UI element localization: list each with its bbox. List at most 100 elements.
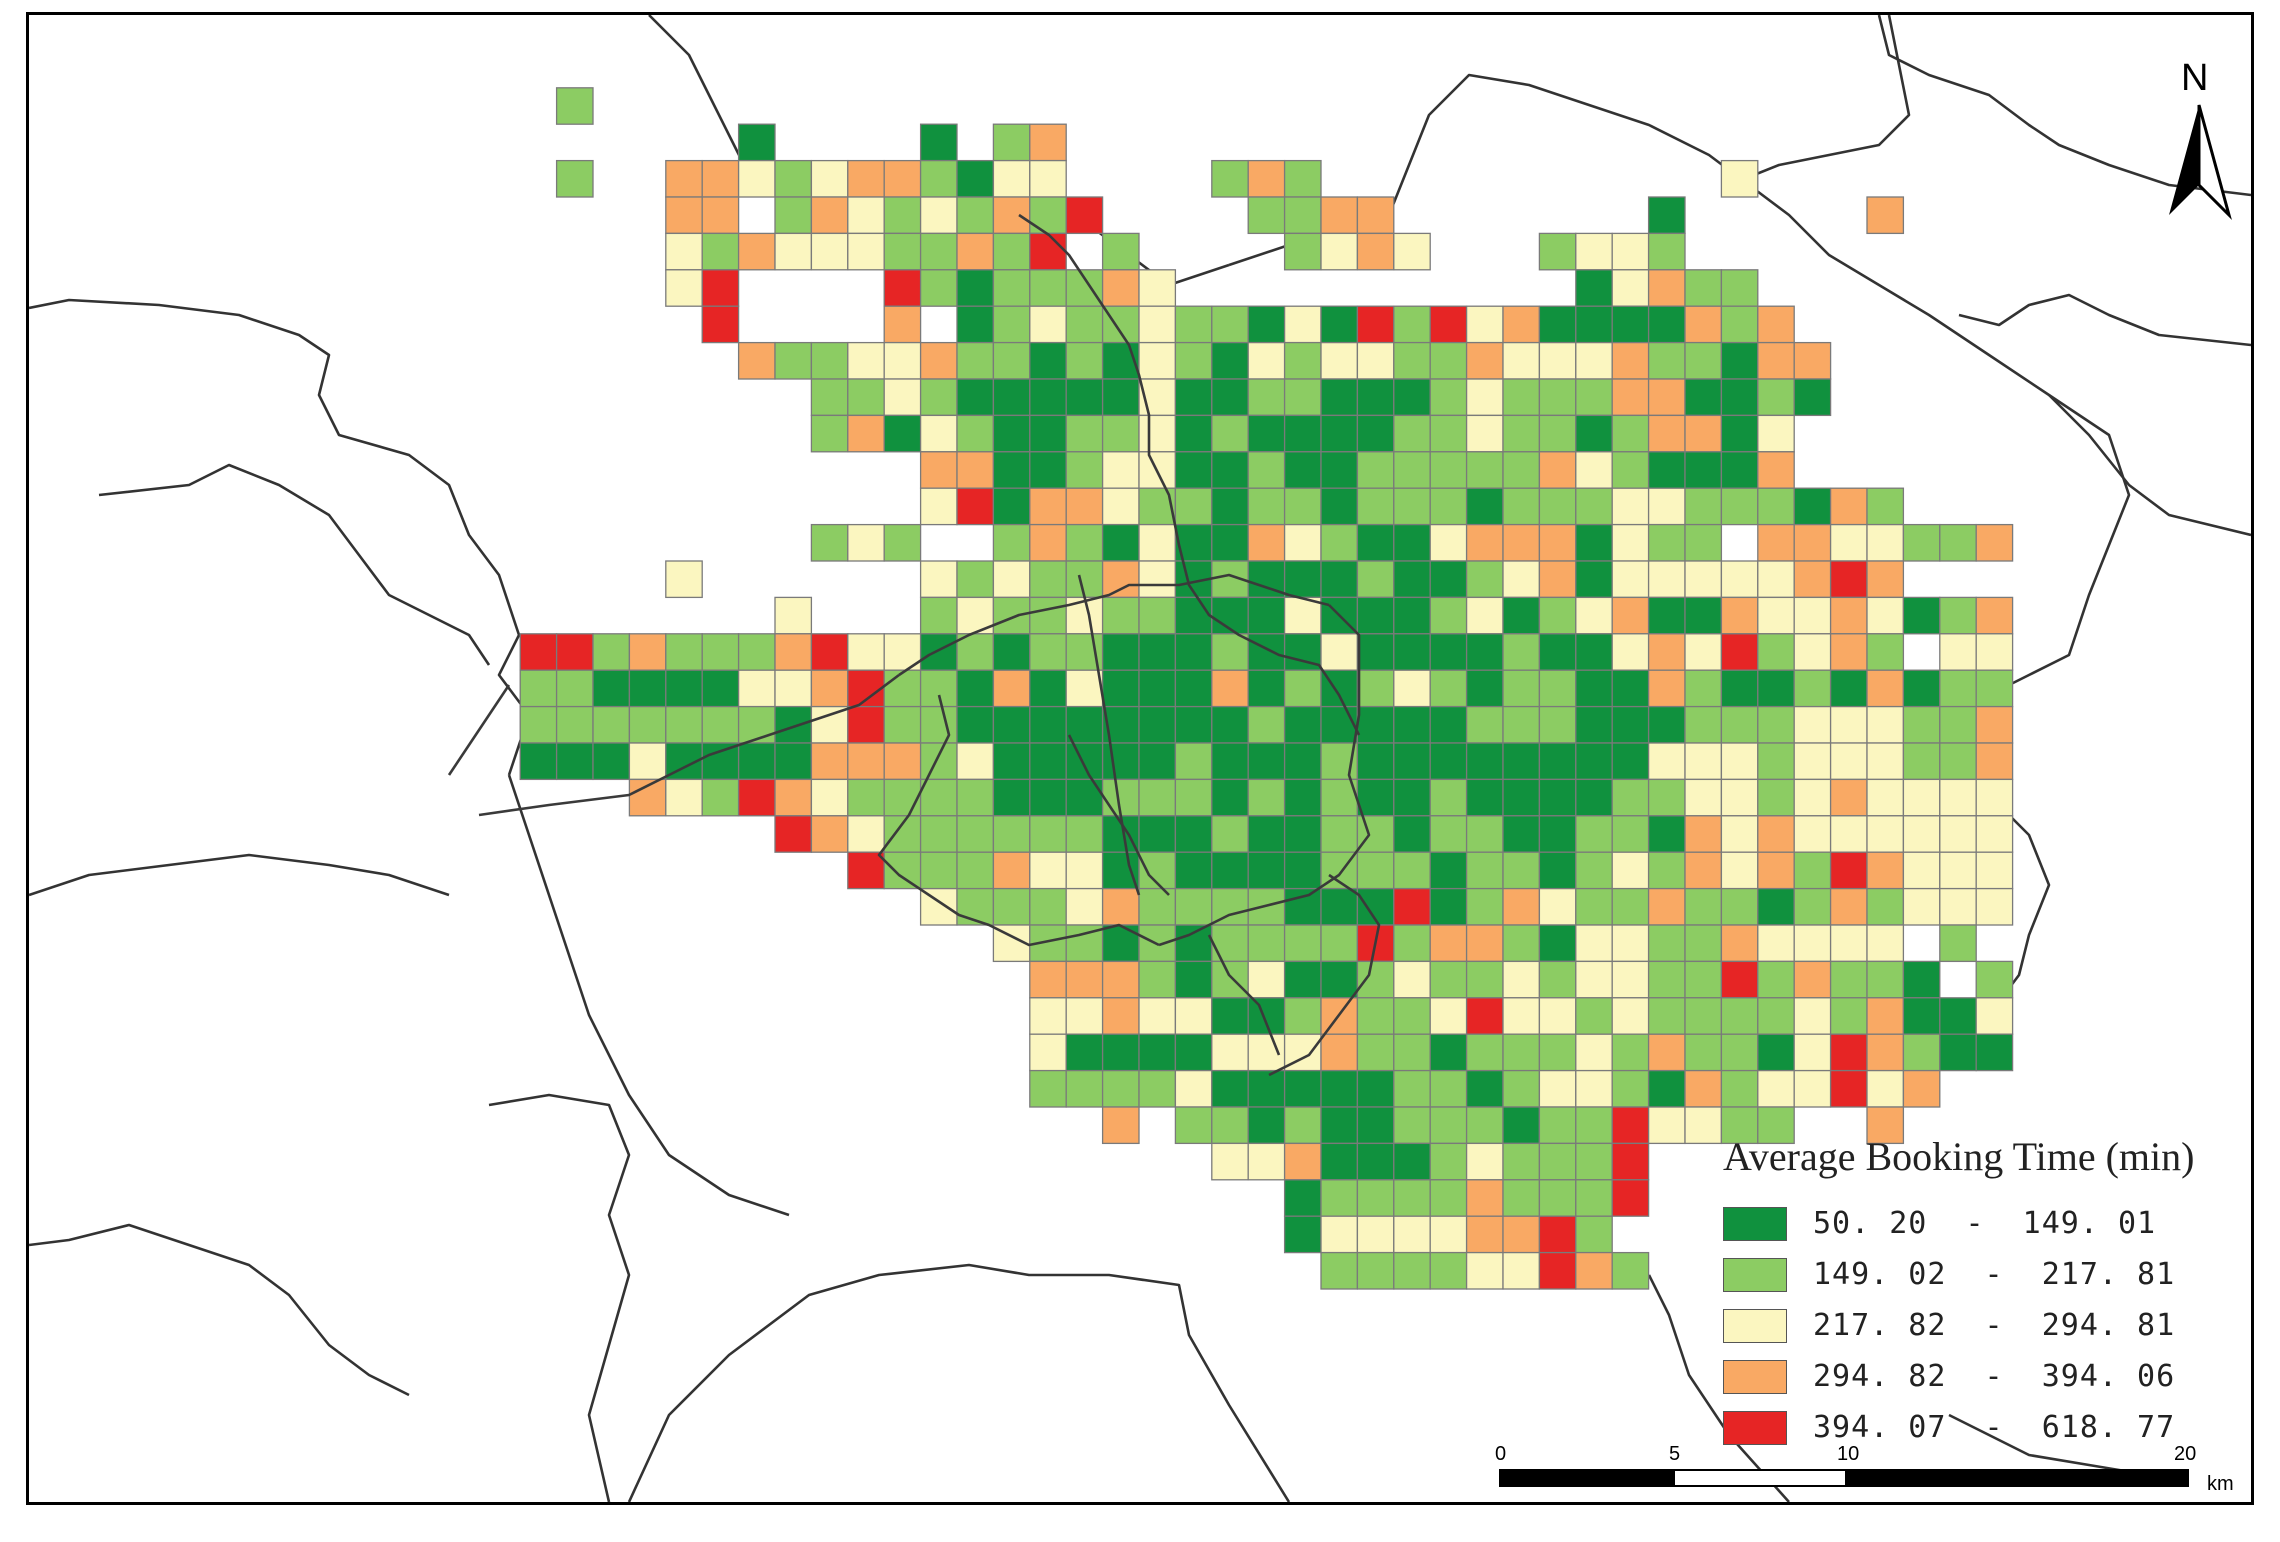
grid-cell xyxy=(1538,1106,1577,1145)
grid-cell xyxy=(1138,560,1177,599)
grid-cell xyxy=(919,560,958,599)
grid-cell xyxy=(1029,1069,1067,1108)
grid-cell xyxy=(1647,232,1686,271)
grid-cell xyxy=(919,669,958,708)
grid-cell xyxy=(1029,123,1067,162)
grid-cell xyxy=(1757,705,1795,744)
grid-cell xyxy=(1247,633,1286,671)
grid-cell xyxy=(1029,669,1067,708)
grid-cell xyxy=(956,742,995,781)
grid-cell xyxy=(1575,560,1613,599)
grid-cell xyxy=(1283,159,1322,198)
grid-cell xyxy=(1320,1106,1359,1145)
grid-cell xyxy=(956,414,995,453)
grid-cell xyxy=(1866,778,1905,817)
grid-cell xyxy=(1029,742,1067,781)
grid-cell xyxy=(919,742,958,781)
grid-cell xyxy=(1538,924,1577,963)
grid-cell xyxy=(1174,960,1213,999)
grid-cell xyxy=(1793,596,1832,635)
grid-cell xyxy=(847,633,885,671)
grid-cell xyxy=(665,705,703,744)
grid-cell xyxy=(1575,997,1613,1035)
grid-cell xyxy=(883,378,922,417)
legend-label: 394. 07 - 618. 77 xyxy=(1813,1410,2176,1445)
grid-cell xyxy=(1247,997,1286,1035)
grid-cell xyxy=(1720,887,1759,926)
grid-cell xyxy=(1538,1251,1577,1290)
grid-cell xyxy=(1975,633,2014,671)
grid-cell xyxy=(1866,924,1905,963)
grid-cell xyxy=(1356,1106,1395,1145)
grid-cell xyxy=(956,196,995,235)
grid-cell xyxy=(1939,633,1977,671)
grid-cell xyxy=(1101,851,1140,890)
grid-cell xyxy=(1247,523,1286,562)
grid-cell xyxy=(810,705,849,744)
grid-cell xyxy=(1866,487,1905,526)
grid-cell xyxy=(1356,1251,1395,1290)
grid-cell xyxy=(956,269,995,307)
grid-cell xyxy=(1975,596,2014,635)
legend-item: 50. 20 - 149. 01 xyxy=(1723,1198,2251,1249)
grid-cell xyxy=(810,523,849,562)
grid-cell xyxy=(1211,1106,1249,1145)
grid-cell xyxy=(701,633,740,671)
grid-cell xyxy=(1138,633,1177,671)
scale-unit: km xyxy=(2207,1473,2234,1495)
grid-cell xyxy=(1283,997,1322,1035)
grid-cell xyxy=(992,196,1031,235)
grid-cell xyxy=(1211,851,1249,890)
legend-rows: 50. 20 - 149. 01 149. 02 - 217. 81 217. 82… xyxy=(1723,1198,2251,1453)
grid-cell xyxy=(1465,1033,1504,1072)
grid-cell xyxy=(1320,1142,1359,1181)
grid-cell xyxy=(1902,960,1941,999)
grid-cell xyxy=(1065,887,1104,926)
grid-cell xyxy=(1684,742,1723,781)
grid-cell xyxy=(1757,887,1795,926)
grid-cell xyxy=(1866,596,1905,635)
legend-label: 217. 82 - 294. 81 xyxy=(1813,1308,2176,1343)
grid-cell xyxy=(1065,778,1104,817)
grid-cell xyxy=(1720,341,1759,380)
grid-cell xyxy=(1101,887,1140,926)
grid-cell xyxy=(1720,669,1759,708)
grid-cell xyxy=(1356,451,1395,489)
grid-cell xyxy=(1283,451,1322,489)
grid-cell xyxy=(1101,487,1140,526)
grid-cell xyxy=(847,341,885,380)
grid-cell xyxy=(555,87,594,125)
grid-cell xyxy=(1684,523,1723,562)
grid-cell xyxy=(1320,341,1359,380)
grid-cell xyxy=(1465,1106,1504,1145)
grid-cell xyxy=(1174,778,1213,817)
grid-cell xyxy=(1720,487,1759,526)
grid-cell xyxy=(1174,414,1213,453)
grid-cell xyxy=(1575,1033,1613,1072)
grid-cell xyxy=(1174,1106,1213,1145)
grid-cell xyxy=(1575,414,1613,453)
grid-cell xyxy=(919,159,958,198)
grid-cell xyxy=(1866,742,1905,781)
grid-cell xyxy=(1611,1142,1650,1181)
grid-cell xyxy=(1393,924,1431,963)
grid-cell xyxy=(992,305,1031,344)
grid-cell xyxy=(1611,778,1650,817)
legend-item: 294. 82 - 394. 06 xyxy=(1723,1351,2251,1402)
grid-cell xyxy=(1174,815,1213,853)
grid-cell xyxy=(1793,997,1832,1035)
grid-cell xyxy=(919,341,958,380)
grid-cell xyxy=(847,705,885,744)
grid-cell xyxy=(847,196,885,235)
grid-cell xyxy=(1502,378,1541,417)
grid-cell xyxy=(1065,1069,1104,1108)
grid-cell xyxy=(592,669,631,708)
grid-cell xyxy=(1502,560,1541,599)
grid-cell xyxy=(1720,742,1759,781)
grid-cell xyxy=(1029,1033,1067,1072)
grid-cell xyxy=(1138,414,1177,453)
grid-cell xyxy=(555,669,594,708)
grid-cell xyxy=(774,159,813,198)
grid-cell xyxy=(1247,196,1286,235)
grid-cell xyxy=(1138,305,1177,344)
